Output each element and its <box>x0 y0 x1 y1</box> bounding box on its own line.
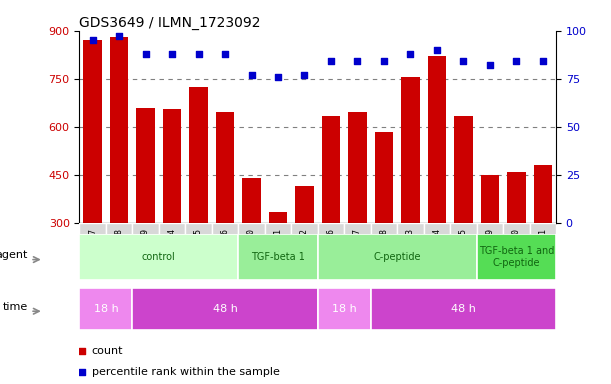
Bar <box>79 234 238 280</box>
Bar <box>318 223 344 278</box>
Point <box>194 51 203 57</box>
Text: GSM507415: GSM507415 <box>194 228 203 273</box>
Bar <box>450 223 477 278</box>
Bar <box>106 223 133 278</box>
Bar <box>318 288 371 330</box>
Bar <box>477 234 556 280</box>
Bar <box>83 40 102 319</box>
Bar <box>242 178 261 319</box>
Bar <box>159 223 185 278</box>
Bar <box>136 108 155 319</box>
Point <box>511 58 521 65</box>
Text: GSM507428: GSM507428 <box>379 228 389 273</box>
Point <box>220 51 230 57</box>
Point <box>485 62 495 68</box>
Point <box>406 51 415 57</box>
Text: GSM507421: GSM507421 <box>274 228 282 273</box>
Text: GSM507425: GSM507425 <box>459 228 468 273</box>
Point <box>299 72 309 78</box>
Text: GSM507422: GSM507422 <box>300 228 309 273</box>
Point <box>326 58 336 65</box>
Point <box>379 58 389 65</box>
Bar <box>428 56 446 319</box>
Bar <box>533 165 552 319</box>
Text: 48 h: 48 h <box>213 304 238 314</box>
Text: GSM507430: GSM507430 <box>512 228 521 273</box>
Bar <box>163 109 181 319</box>
Text: GSM507426: GSM507426 <box>326 228 335 273</box>
Point <box>458 58 468 65</box>
Point <box>141 51 150 57</box>
Bar <box>397 223 423 278</box>
Text: 18 h: 18 h <box>93 304 119 314</box>
Text: control: control <box>142 252 176 262</box>
Text: TGF-beta 1 and
C-peptide: TGF-beta 1 and C-peptide <box>478 247 554 268</box>
Bar <box>318 234 477 280</box>
Bar <box>79 288 133 330</box>
Bar <box>212 223 238 278</box>
Text: time: time <box>2 302 28 312</box>
Text: GSM507417: GSM507417 <box>88 228 97 273</box>
Bar <box>503 223 530 278</box>
Bar <box>238 223 265 278</box>
Bar <box>265 223 291 278</box>
Bar <box>480 175 499 319</box>
Point <box>167 51 177 57</box>
Text: 18 h: 18 h <box>332 304 357 314</box>
Text: TGF-beta 1: TGF-beta 1 <box>251 252 305 262</box>
Bar <box>375 132 393 319</box>
Bar <box>344 223 371 278</box>
Text: GSM507420: GSM507420 <box>247 228 256 273</box>
Text: GSM507429: GSM507429 <box>485 228 494 273</box>
Text: GSM507418: GSM507418 <box>115 228 123 273</box>
Bar <box>189 87 208 319</box>
Bar <box>371 223 397 278</box>
Bar <box>530 223 556 278</box>
Text: GSM507414: GSM507414 <box>167 228 177 273</box>
Bar <box>454 116 473 319</box>
Bar <box>110 37 128 319</box>
Point <box>255 96 265 102</box>
Text: count: count <box>92 346 123 356</box>
Bar <box>348 112 367 319</box>
Text: 48 h: 48 h <box>451 304 476 314</box>
Bar <box>291 223 318 278</box>
Bar <box>185 223 212 278</box>
Text: GSM507431: GSM507431 <box>538 228 547 273</box>
Bar <box>423 223 450 278</box>
Bar <box>321 116 340 319</box>
Text: C-peptide: C-peptide <box>373 252 421 262</box>
Text: GDS3649 / ILMN_1723092: GDS3649 / ILMN_1723092 <box>79 16 261 30</box>
Bar <box>371 288 556 330</box>
Point <box>255 288 265 294</box>
Point <box>114 33 124 40</box>
Text: agent: agent <box>0 250 28 260</box>
Point <box>538 58 547 65</box>
Bar <box>507 172 525 319</box>
Point <box>88 37 98 43</box>
Bar <box>401 77 420 319</box>
Text: GSM507416: GSM507416 <box>221 228 230 273</box>
Point <box>247 72 257 78</box>
Bar <box>79 223 106 278</box>
Bar <box>133 288 318 330</box>
Point <box>353 58 362 65</box>
Text: GSM507427: GSM507427 <box>353 228 362 273</box>
Bar <box>295 186 314 319</box>
Text: percentile rank within the sample: percentile rank within the sample <box>92 367 279 377</box>
Point <box>432 47 442 53</box>
Text: GSM507419: GSM507419 <box>141 228 150 273</box>
Bar <box>269 212 287 319</box>
Bar <box>238 234 318 280</box>
Text: GSM507424: GSM507424 <box>433 228 441 273</box>
Bar <box>133 223 159 278</box>
Bar <box>477 223 503 278</box>
Point <box>273 74 283 80</box>
Text: GSM507423: GSM507423 <box>406 228 415 273</box>
Bar <box>216 112 235 319</box>
